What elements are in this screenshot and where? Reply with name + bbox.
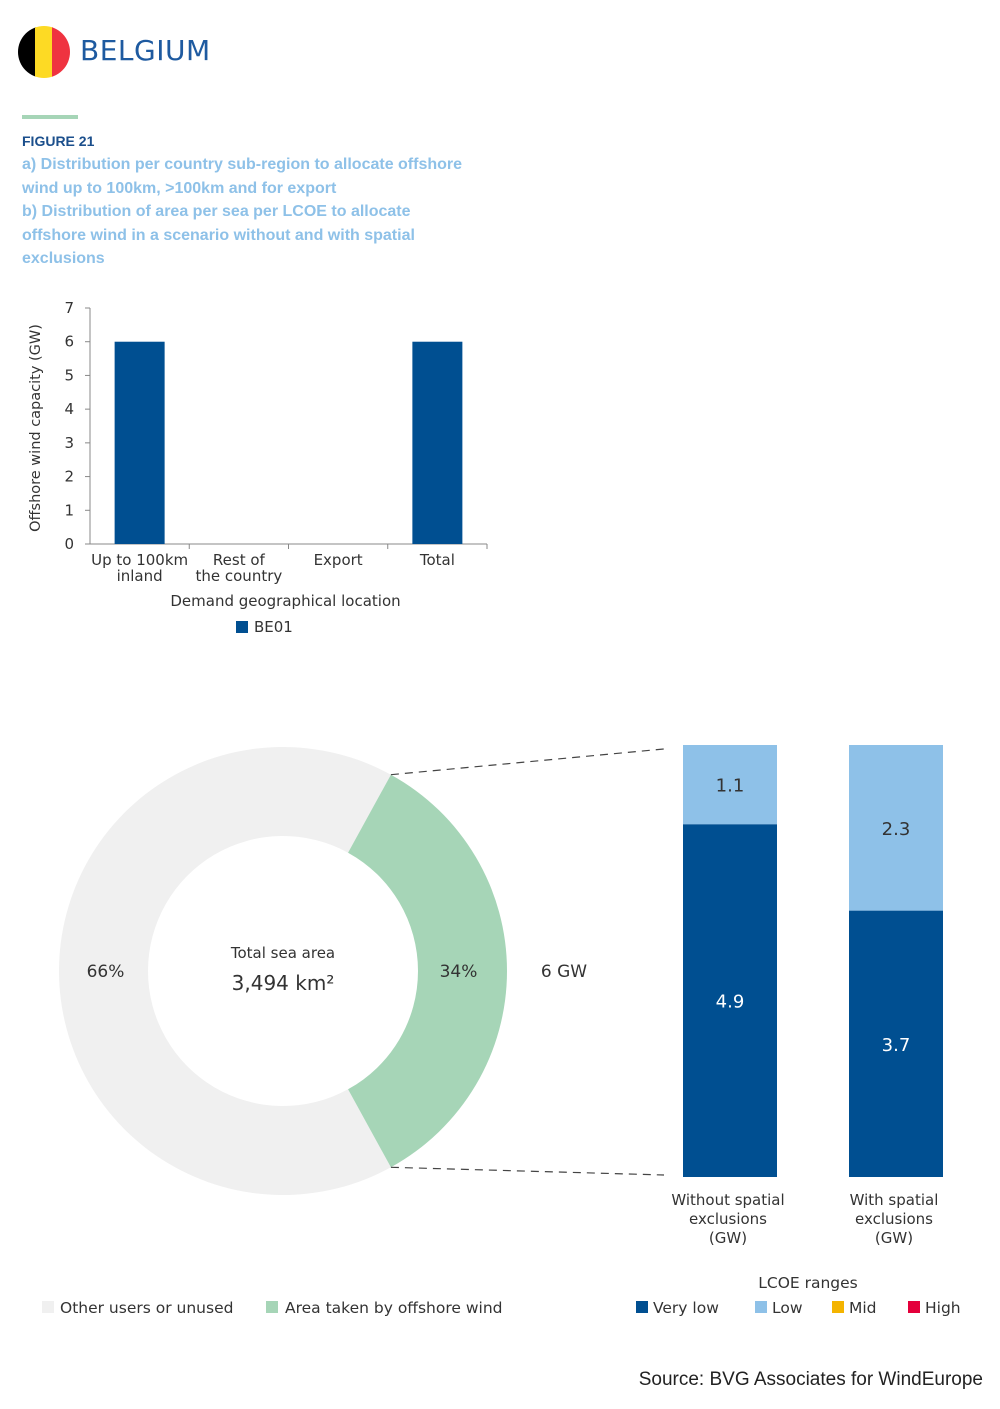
x-tick-label: Export: [314, 551, 363, 569]
donut-label-offshore-wind: 34%: [440, 962, 478, 982]
y-tick-label: 7: [64, 299, 74, 317]
x-tick-label: the country: [196, 567, 283, 585]
x-tick-label: Total: [419, 551, 455, 569]
stacked-bar-category-label: Without spatial: [671, 1191, 784, 1209]
y-axis-label: Offshore wind capacity (GW): [28, 324, 44, 532]
title-divider: [22, 115, 78, 119]
caption-b-line-1: b) Distribution of area per sea per LCOE…: [22, 203, 411, 220]
y-tick-label: 5: [64, 366, 74, 384]
donut-slice-offshore-wind: [348, 774, 507, 1168]
y-tick-label: 2: [64, 468, 74, 486]
bar-be01-3: [412, 341, 463, 544]
donut-callout-capacity: 6 GW: [541, 962, 587, 982]
legend-swatch-very-low: [636, 1301, 648, 1313]
legend-swatch-be01: [236, 621, 248, 633]
stacked-bar-very-low-1: [849, 910, 943, 1177]
legend-title-lcoe: LCOE ranges: [758, 1274, 858, 1292]
figure-label: FIGURE 21: [22, 133, 95, 149]
y-tick-label: 3: [64, 434, 74, 452]
x-tick-label: Rest of: [213, 551, 266, 569]
legend-label-low: Low: [772, 1299, 803, 1317]
stacked-bar-value-label: 1.1: [716, 776, 745, 797]
x-tick-label: inland: [117, 567, 163, 585]
belgium-flag-icon: [18, 26, 70, 78]
sea-area-donut-and-lcoe-chart: 34% 66% Total sea area 3,494 km² 6 GW 4.9 1.1 W…: [42, 745, 961, 1317]
caption-b-line-3: exclusions: [22, 250, 105, 267]
donut-center-value: 3,494 km²: [232, 971, 335, 995]
y-tick-label: 0: [64, 535, 74, 553]
legend-label-be01: BE01: [254, 618, 293, 636]
stacked-bar-category-label: (GW): [709, 1229, 747, 1247]
x-tick-label: Up to 100km: [91, 551, 188, 569]
legend-label-very-low: Very low: [653, 1299, 719, 1317]
x-axis-label: Demand geographical location: [170, 592, 400, 610]
legend-swatch-low: [755, 1301, 767, 1313]
caption-a-line-2: wind up to 100km, >100km and for export: [22, 179, 337, 197]
stacked-bar-category-label: With spatial: [850, 1191, 939, 1209]
country-title: BELGIUM: [80, 34, 211, 67]
y-tick-label: 1: [64, 501, 74, 519]
stacked-bar-category-label: (GW): [875, 1229, 913, 1247]
source-note: Source: BVG Associates for WindEurope: [638, 1369, 983, 1390]
legend-label-high: High: [925, 1299, 961, 1317]
stacked-bar-low-0: [683, 745, 777, 825]
legend-label-other-users: Other users or unused: [60, 1299, 233, 1317]
legend-swatch-mid: [832, 1301, 844, 1313]
stacked-bar-low-1: [849, 745, 943, 911]
legend-label-offshore-wind: Area taken by offshore wind: [285, 1299, 503, 1317]
bar-be01-0: [114, 341, 165, 544]
stacked-bar-very-low-0: [683, 824, 777, 1177]
stacked-bar-value-label: 2.3: [882, 819, 911, 840]
stacked-bar-value-label: 4.9: [716, 992, 745, 1013]
connector-line-bottom: [390, 1166, 665, 1176]
stacked-bar-value-label: 3.7: [882, 1035, 911, 1056]
donut-center-title: Total sea area: [230, 944, 335, 962]
capacity-bar-chart: 0 1 2 3 4 5 6 7 Offshore wind capacity (GW) Up to…: [28, 299, 488, 636]
donut-slice-other-users: [58, 747, 391, 1195]
caption-b-line-2: offshore wind in a scenario without and …: [22, 226, 415, 244]
stacked-bar-category-label: exclusions: [689, 1210, 767, 1228]
y-tick-label: 4: [64, 400, 74, 418]
legend-label-mid: Mid: [849, 1299, 877, 1317]
legend-swatch-high: [908, 1301, 920, 1313]
donut-label-other-users: 66%: [87, 962, 125, 982]
connector-line-top: [390, 748, 665, 776]
legend-swatch-other-users: [42, 1301, 54, 1313]
y-tick-label: 6: [64, 333, 74, 351]
stacked-bar-category-label: exclusions: [855, 1210, 933, 1228]
legend-swatch-offshore-wind: [266, 1301, 278, 1313]
caption-a-line-1: a) Distribution per country sub-region t…: [22, 156, 463, 173]
